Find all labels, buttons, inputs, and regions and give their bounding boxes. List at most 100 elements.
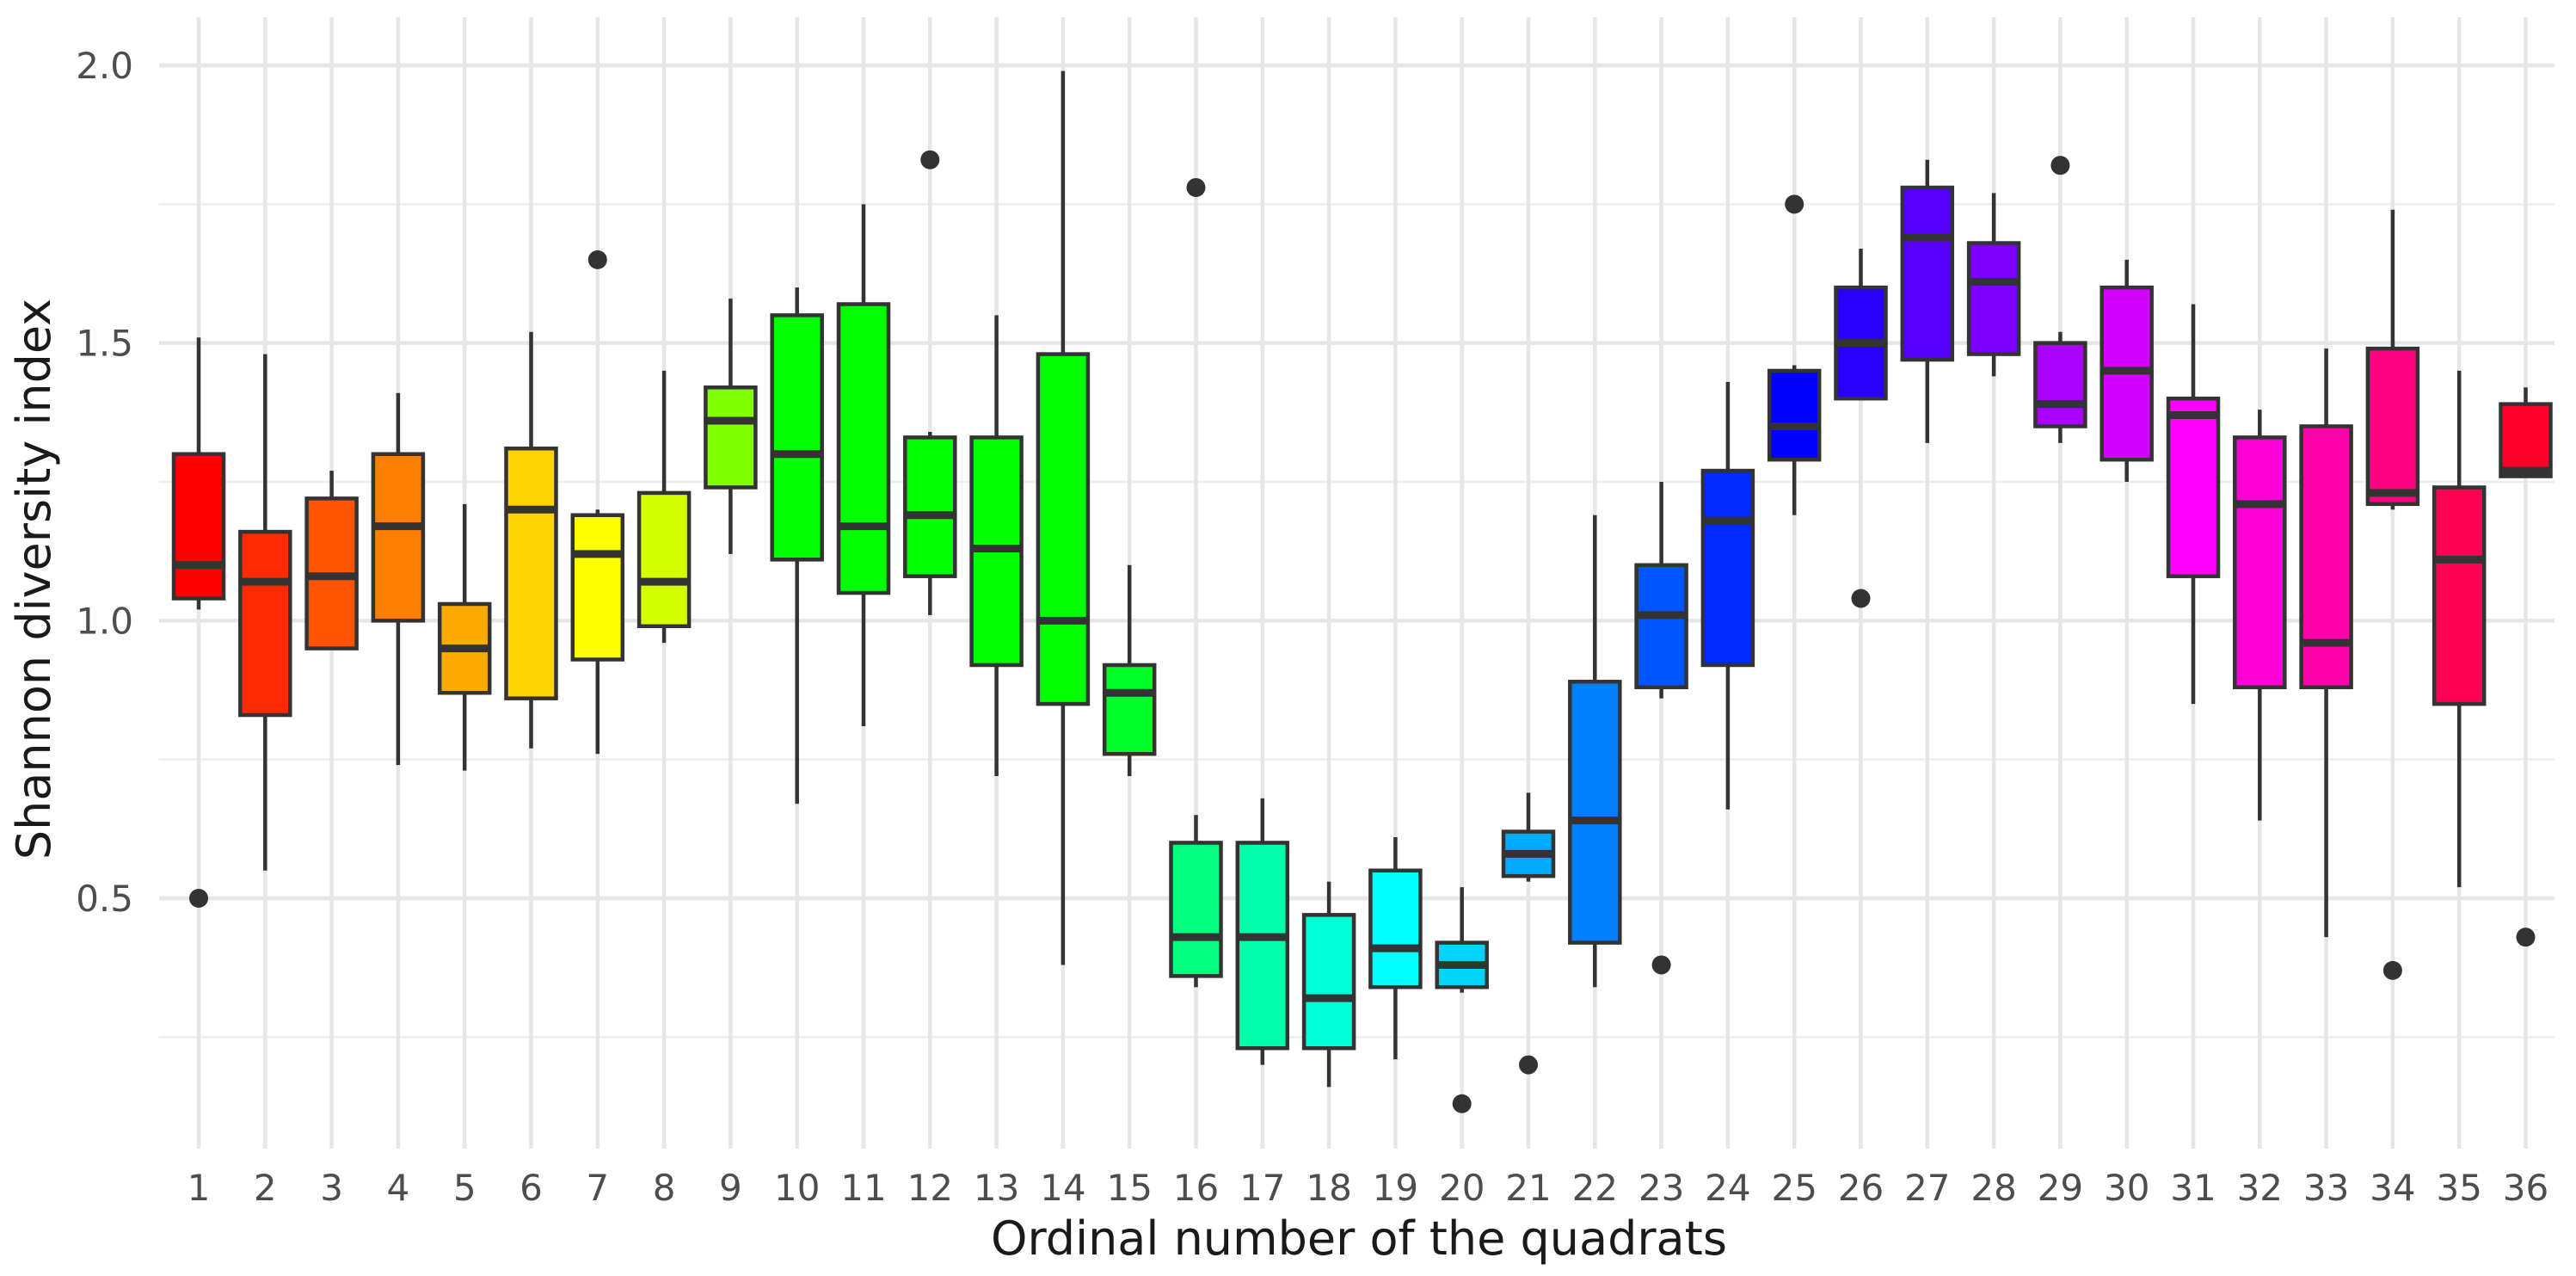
box-iqr [1700,468,1755,668]
x-axis-title: Ordinal number of the quadrats [991,1211,1727,1266]
x-tick-label: 20 [1439,1167,1485,1209]
box-iqr [1900,185,1955,362]
box-quadrat-16 [1169,177,1223,988]
box-quadrat-4 [371,392,426,766]
box-iqr [1036,352,1091,706]
y-tick-label: 1.5 [76,323,133,365]
box-quadrat-10 [770,287,824,804]
x-tick-label: 33 [2303,1167,2349,1209]
box-quadrat-19 [1368,837,1423,1060]
box-iqr [2432,485,2487,706]
box-iqr [504,447,558,700]
y-axis-title: Shannon diversity index [7,299,61,860]
box-iqr [1235,841,1290,1051]
outlier-point [1851,589,1871,608]
box-iqr [570,513,625,662]
outlier-point [2516,928,2536,947]
x-tick-label: 36 [2503,1167,2548,1209]
box-quadrat-23 [1634,482,1688,975]
box-iqr [171,452,226,601]
box-iqr [770,313,824,562]
box-quadrat-13 [969,315,1024,777]
x-tick-label: 13 [974,1167,1019,1209]
x-tick-label: 14 [1040,1167,1085,1209]
x-tick-label: 29 [2038,1167,2083,1209]
box-iqr [636,490,692,629]
x-tick-label: 32 [2237,1167,2283,1209]
box-quadrat-24 [1700,381,1755,810]
x-tick-label: 2 [254,1167,277,1209]
box-quadrat-28 [1966,193,2021,377]
box-quadrat-21 [1501,792,1556,1075]
x-tick-label: 7 [586,1167,609,1209]
x-tick-label: 21 [1505,1167,1551,1209]
box-quadrat-7 [570,250,625,755]
outlier-point [2050,156,2070,176]
x-tick-label: 12 [907,1167,953,1209]
box-quadrat-36 [2499,387,2553,947]
box-quadrat-26 [1834,248,1888,608]
box-quadrat-5 [437,503,492,771]
x-tick-label: 26 [1838,1167,1884,1209]
box-quadrat-30 [2100,259,2154,482]
boxes [171,71,2553,1113]
outlier-point [1651,955,1671,975]
x-tick-label: 11 [840,1167,886,1209]
box-iqr [1568,680,1622,945]
box-quadrat-20 [1435,887,1489,1113]
box-iqr [238,529,292,718]
box-iqr [1634,563,1688,690]
box-quadrat-3 [304,471,359,650]
box-quadrat-25 [1767,194,1822,515]
box-quadrat-11 [836,204,891,726]
outlier-point [1452,1094,1472,1113]
x-tick-label: 28 [1970,1167,2016,1209]
box-iqr [2033,341,2087,428]
box-iqr [1169,841,1223,978]
box-iqr [1102,663,1157,756]
x-tick-label: 31 [2170,1167,2216,1209]
x-tick-label: 25 [1771,1167,1817,1209]
box-quadrat-34 [2365,209,2420,980]
outlier-point [1785,194,1804,214]
x-tick-label: 9 [719,1167,742,1209]
box-quadrat-32 [2233,410,2287,821]
x-tick-label: 3 [320,1167,343,1209]
box-quadrat-27 [1900,159,1955,443]
box-quadrat-35 [2432,370,2487,888]
x-tick-label: 16 [1173,1167,1219,1209]
outlier-point [587,250,607,269]
box-quadrat-9 [704,299,758,554]
box-iqr [704,385,758,490]
x-tick-label: 35 [2436,1167,2481,1209]
box-quadrat-8 [636,370,692,644]
outlier-point [2382,960,2402,980]
y-tick-label: 2.0 [76,45,133,87]
box-iqr [371,452,426,623]
x-tick-label: 8 [653,1167,676,1209]
x-tick-label: 34 [2370,1167,2415,1209]
box-quadrat-31 [2166,304,2221,705]
x-tick-label: 23 [1638,1167,1684,1209]
box-quadrat-22 [1568,515,1622,988]
x-tick-label: 22 [1572,1167,1618,1209]
box-quadrat-15 [1102,564,1157,777]
box-iqr [1966,241,2021,356]
outlier-point [1519,1055,1538,1075]
x-tick-label: 10 [774,1167,820,1209]
box-iqr [2365,346,2420,507]
box-quadrat-14 [1036,71,1091,965]
x-tick-label: 24 [1705,1167,1750,1209]
y-axis-ticks: 0.5 1.0 1.5 2.0 [76,45,133,920]
box-quadrat-1 [171,337,226,908]
box-iqr [1767,368,1822,462]
outlier-point [1186,177,1206,197]
box-iqr [903,435,957,578]
box-iqr [836,302,891,595]
box-quadrat-6 [504,331,558,749]
box-quadrat-12 [903,150,957,615]
box-quadrat-29 [2033,156,2087,443]
box-iqr [1368,868,1423,989]
box-iqr [2166,396,2221,578]
